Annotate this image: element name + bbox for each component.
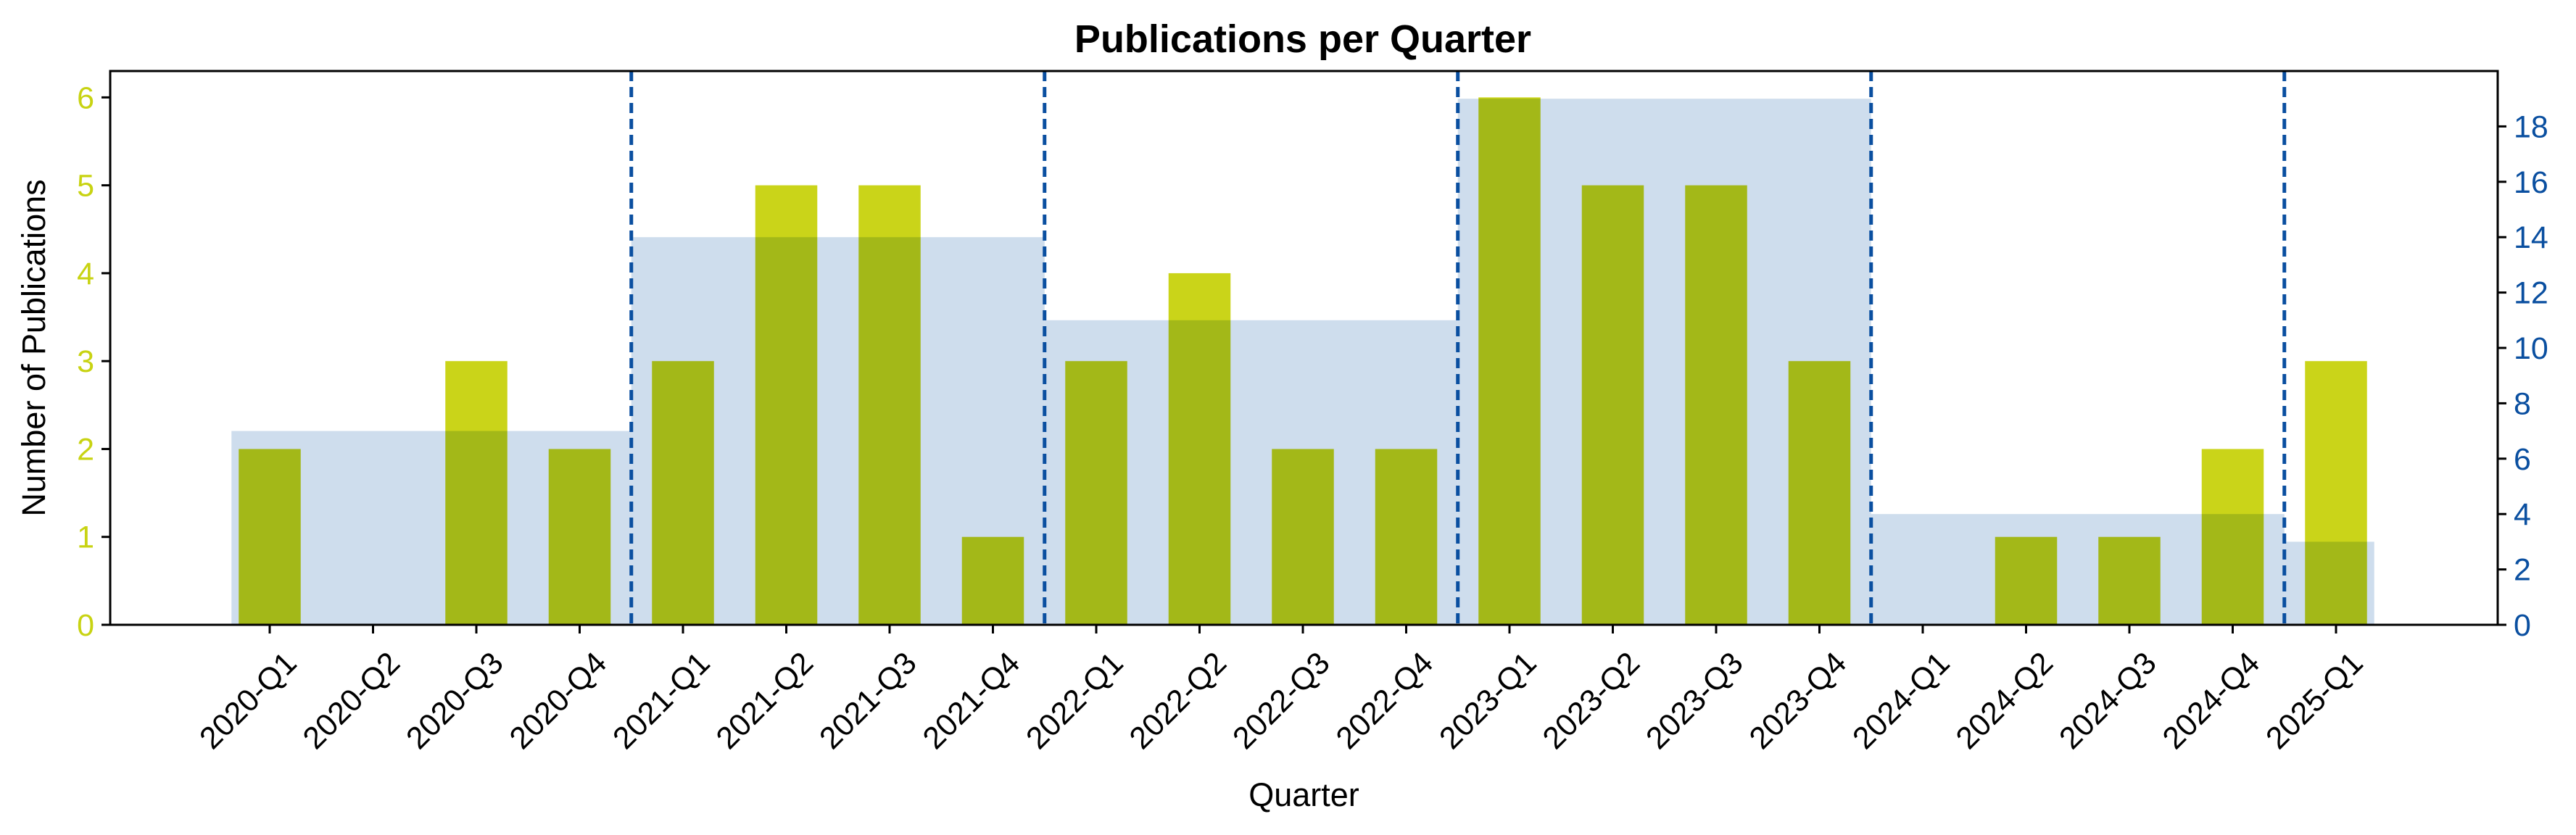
right-y-tick-label: 6: [2514, 442, 2531, 477]
quarter-bar-2020-Q1: [239, 449, 301, 625]
x-tick-label: 2024-Q3: [2053, 646, 2163, 756]
quarterly-bars-layer: [239, 97, 2367, 626]
x-tick-label: 2024-Q2: [1950, 646, 2060, 756]
quarter-bar-2024-Q2: [1995, 536, 2058, 625]
x-tick-label: 2020-Q4: [503, 646, 613, 756]
right-y-axis: 0 2 4 6 8 10 12 14 16 18: [2498, 109, 2548, 643]
quarter-bar-2021-Q4: [961, 536, 1024, 625]
right-y-tick-label: 14: [2514, 220, 2548, 255]
x-tick-label: 2023-Q4: [1743, 646, 1853, 756]
x-tick-label: 2021-Q1: [606, 646, 716, 756]
x-tick-label: 2020-Q2: [297, 646, 407, 756]
x-tick-label: 2023-Q3: [1639, 646, 1749, 756]
x-tick-label: 2024-Q1: [1846, 646, 1956, 756]
quarter-bar-2020-Q3: [445, 361, 508, 625]
quarter-bar-2022-Q3: [1272, 449, 1334, 625]
right-y-tick-label: 8: [2514, 386, 2531, 421]
chart-title: Publications per Quarter: [1074, 17, 1531, 61]
quarter-bar-2023-Q4: [1788, 361, 1851, 625]
x-tick-label: 2021-Q2: [710, 646, 820, 756]
left-y-tick-label: 0: [77, 608, 94, 643]
quarter-bar-2021-Q1: [652, 361, 714, 625]
right-y-tick-label: 16: [2514, 165, 2548, 200]
left-y-tick-label: 5: [77, 169, 94, 204]
x-tick-label: 2020-Q1: [193, 646, 303, 756]
quarter-bar-2024-Q3: [2098, 536, 2161, 625]
left-y-tick-label: 4: [77, 257, 94, 291]
left-y-axis: 0 1 2 3 4 5 6: [77, 80, 110, 643]
right-y-tick-label: 4: [2514, 497, 2531, 532]
x-tick-label: 2020-Q3: [399, 646, 510, 756]
x-tick-label: 2023-Q2: [1536, 646, 1647, 756]
x-axis-label: Quarter: [1248, 776, 1359, 813]
right-y-tick-label: 12: [2514, 276, 2548, 311]
right-y-tick-label: 0: [2514, 608, 2531, 643]
x-tick-label: 2022-Q4: [1330, 646, 1440, 756]
quarter-bar-2022-Q2: [1168, 273, 1231, 625]
x-tick-label: 2022-Q3: [1226, 646, 1336, 756]
left-y-tick-label: 3: [77, 344, 94, 379]
x-tick-label: 2025-Q1: [2259, 646, 2369, 756]
left-y-tick-label: 6: [77, 80, 94, 115]
x-tick-label: 2021-Q4: [916, 646, 1027, 756]
x-tick-label: 2021-Q3: [813, 646, 923, 756]
quarter-bar-2024-Q4: [2201, 449, 2264, 625]
right-y-tick-label: 10: [2514, 331, 2548, 366]
right-y-tick-label: 18: [2514, 109, 2548, 144]
left-y-tick-label: 1: [77, 520, 94, 555]
x-tick-label: 2024-Q4: [2156, 646, 2266, 756]
quarter-bar-2021-Q2: [755, 185, 818, 626]
x-axis: 2020-Q12020-Q22020-Q32020-Q42021-Q12021-…: [193, 625, 2370, 756]
quarter-bar-2020-Q4: [548, 449, 611, 625]
x-tick-label: 2022-Q1: [1019, 646, 1130, 756]
quarter-bar-2022-Q1: [1065, 361, 1127, 625]
quarter-bar-2023-Q3: [1685, 185, 1747, 626]
x-tick-label: 2022-Q2: [1123, 646, 1233, 756]
quarter-bar-2023-Q1: [1478, 97, 1541, 625]
quarter-bar-2023-Q2: [1581, 185, 1644, 626]
year-dividers-layer: [629, 71, 2287, 625]
quarter-bar-2021-Q3: [858, 185, 921, 626]
x-tick-label: 2023-Q1: [1433, 646, 1543, 756]
left-y-tick-label: 2: [77, 432, 94, 467]
right-y-tick-label: 2: [2514, 553, 2531, 588]
quarter-bar-2022-Q4: [1375, 449, 1438, 625]
y-axis-label: Number of Publications: [15, 179, 52, 516]
quarter-bar-2025-Q1: [2305, 361, 2367, 625]
